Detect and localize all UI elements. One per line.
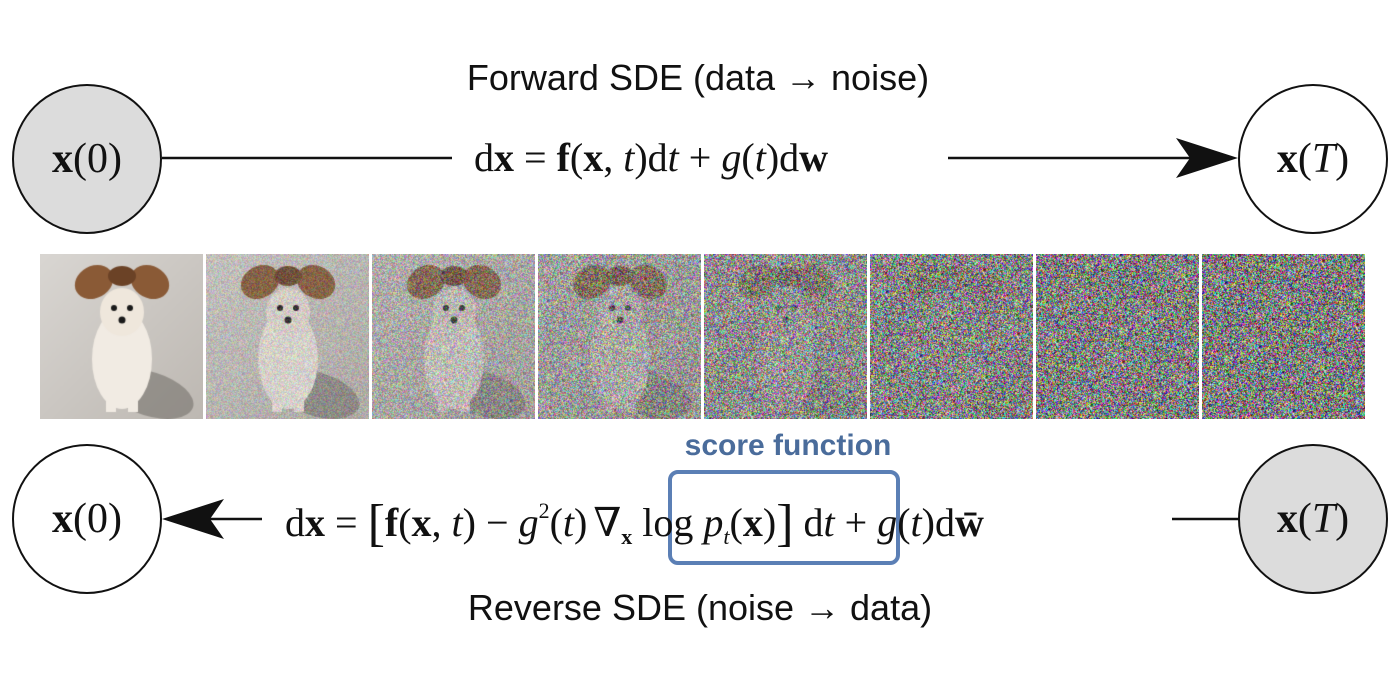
diffusion-image-strip: [40, 254, 1365, 419]
score-function-label: score function: [684, 429, 892, 462]
diffusion-step-image: [1036, 254, 1199, 419]
reverse-caption: Reverse SDE (noise → data): [467, 587, 933, 628]
diffusion-step-image: [206, 254, 369, 419]
diffusion-step-image: [40, 254, 203, 419]
diffusion-step-image: [1202, 254, 1365, 419]
diffusion-step-image: [538, 254, 701, 419]
node-xT-top: x(T): [1238, 84, 1388, 234]
reverse-equation: dx = [f(x, t) − g2(t) ∇x log pt(x)] dt + …: [285, 495, 984, 552]
diffusion-step-image: [704, 254, 867, 419]
forward-arrowhead: [1176, 138, 1238, 178]
score-function-box: [668, 470, 900, 565]
diffusion-step-image: [870, 254, 1033, 419]
diffusion-step-image: [372, 254, 535, 419]
node-xT-bottom: x(T): [1238, 444, 1388, 594]
node-x0-bottom: x(0): [12, 444, 162, 594]
forward-equation: dx = f(x, t)dt + g(t)dw: [474, 135, 829, 180]
node-x0-top: x(0): [12, 84, 162, 234]
reverse-arrowhead: [162, 499, 224, 539]
forward-caption: Forward SDE (data → noise): [466, 57, 930, 98]
